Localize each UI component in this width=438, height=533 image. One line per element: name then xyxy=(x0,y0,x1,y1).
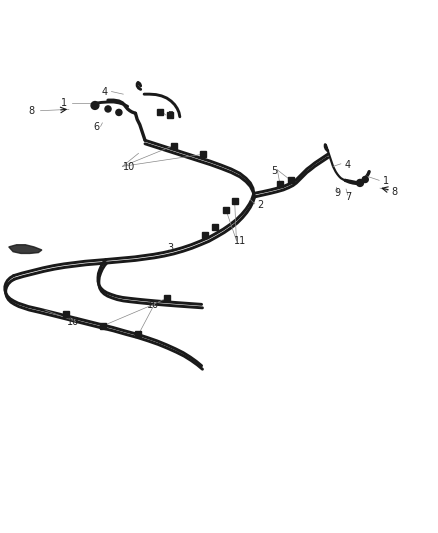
Text: 5: 5 xyxy=(272,166,278,176)
Circle shape xyxy=(116,109,122,116)
Text: 10: 10 xyxy=(67,317,79,327)
Text: 10: 10 xyxy=(123,162,135,172)
Circle shape xyxy=(91,102,99,109)
Polygon shape xyxy=(9,245,42,254)
Text: 5: 5 xyxy=(167,111,173,122)
Circle shape xyxy=(357,180,364,187)
Text: 7: 7 xyxy=(346,192,352,202)
Text: 4: 4 xyxy=(345,160,351,170)
Text: 3: 3 xyxy=(167,243,173,253)
Text: 1: 1 xyxy=(383,176,389,186)
Text: 4: 4 xyxy=(102,86,108,96)
Circle shape xyxy=(105,106,111,112)
Text: 11: 11 xyxy=(234,236,246,246)
Circle shape xyxy=(362,176,368,182)
Text: 10: 10 xyxy=(147,300,159,310)
Text: 9: 9 xyxy=(334,188,340,198)
Text: 8: 8 xyxy=(29,106,35,116)
Text: 2: 2 xyxy=(258,200,264,209)
Text: 8: 8 xyxy=(392,187,398,197)
Text: 6: 6 xyxy=(93,122,99,132)
Text: 1: 1 xyxy=(61,98,67,108)
